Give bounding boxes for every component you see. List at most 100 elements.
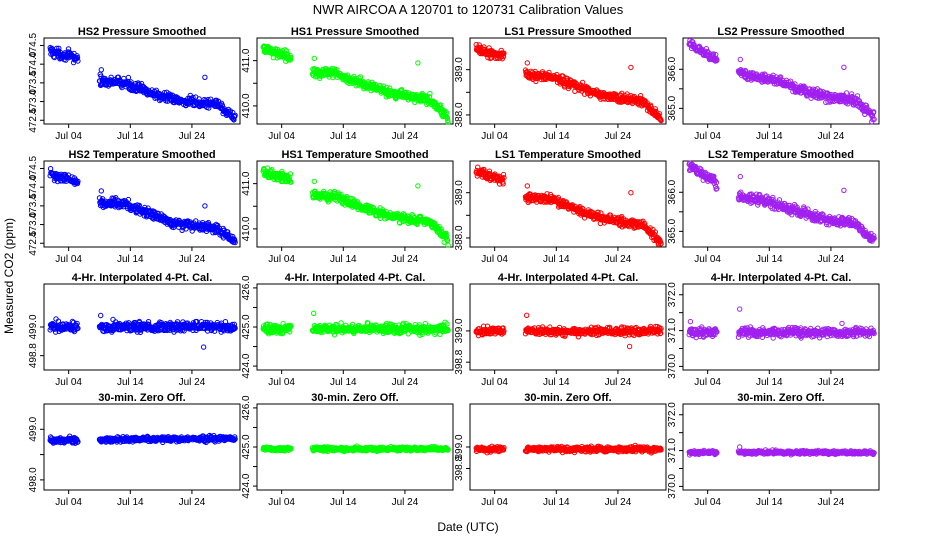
panel-title: 4-Hr. Interpolated 4-Pt. Cal. — [285, 272, 426, 284]
data-point — [286, 176, 292, 183]
data-point — [501, 50, 507, 56]
y-tick-label: 498.8 — [28, 343, 39, 368]
y-tick-label: 472.5 — [28, 107, 39, 132]
data-point — [357, 74, 364, 80]
y-tick-label: 474.0 — [28, 51, 39, 76]
data-point — [500, 171, 507, 178]
y-tick-label: 388.0 — [454, 102, 465, 127]
x-tick-label: Jul 04 — [268, 254, 295, 265]
y-tick-label: 365.0 — [667, 218, 678, 243]
data-point — [714, 185, 720, 192]
panel-title: LS2 Temperature Smoothed — [708, 149, 854, 161]
panel-title: LS2 Pressure Smoothed — [717, 26, 844, 38]
outlier-point — [524, 60, 530, 66]
x-tick-label: Jul 24 — [818, 377, 845, 388]
data-point — [287, 57, 294, 63]
y-tick-label: 370.0 — [667, 353, 678, 378]
y-tick-label: 389.0 — [454, 180, 465, 205]
data-point — [863, 102, 869, 109]
outlier-point — [98, 188, 105, 194]
x-tick-label: Jul 04 — [481, 254, 508, 265]
plot-frame — [469, 37, 667, 125]
x-tick-label: Jul 04 — [268, 377, 295, 388]
data-point — [225, 229, 231, 235]
data-point — [473, 41, 479, 48]
data-points — [260, 43, 451, 125]
data-point — [338, 320, 344, 326]
data-point — [288, 179, 294, 185]
x-axis-label: Date (UTC) — [437, 520, 498, 534]
y-tick-label: 424.0 — [241, 353, 252, 378]
data-point — [442, 108, 448, 114]
outlier-point — [841, 187, 847, 194]
data-point — [481, 44, 487, 50]
x-tick-label: Jul 14 — [117, 377, 144, 388]
x-tick-label: Jul 14 — [117, 254, 144, 265]
y-tick-label: 371.0 — [667, 318, 678, 343]
plot-frame — [43, 160, 241, 248]
outlier-point — [626, 343, 633, 350]
figure-title: NWR AIRCOA A 120701 to 120731 Calibratio… — [313, 2, 624, 17]
plot-frame — [682, 283, 880, 371]
x-tick-label: Jul 14 — [756, 254, 783, 265]
data-point — [443, 233, 450, 239]
data-point — [742, 67, 749, 74]
x-tick-label: Jul 14 — [330, 131, 357, 142]
data-points — [47, 44, 238, 123]
data-point — [183, 226, 189, 232]
data-point — [287, 171, 294, 177]
data-point — [334, 67, 340, 73]
data-point — [486, 45, 492, 51]
y-tick-label: 365.0 — [667, 95, 678, 120]
x-tick-label: Jul 04 — [268, 131, 295, 142]
plot-frame — [43, 37, 241, 125]
x-tick-label: Jul 24 — [179, 254, 206, 265]
outlier-point — [200, 344, 207, 350]
data-point — [486, 168, 493, 174]
panel-title: HS2 Temperature Smoothed — [68, 149, 215, 161]
panel-title: 4-Hr. Interpolated 4-Pt. Cal. — [498, 272, 639, 284]
y-tick-label: 473.0 — [28, 89, 39, 114]
data-points — [686, 306, 877, 341]
y-tick-label: 473.0 — [28, 212, 39, 237]
data-point — [642, 220, 648, 227]
data-point — [714, 57, 720, 63]
y-tick-label: 366.0 — [667, 179, 678, 204]
data-point — [658, 240, 664, 247]
data-point — [75, 178, 81, 185]
plot-frame — [256, 37, 454, 125]
data-point — [445, 119, 451, 125]
y-axis-label: Measured CO2 (ppm) — [2, 218, 16, 334]
outlier-point — [311, 310, 317, 316]
data-points — [473, 312, 664, 350]
data-point — [580, 206, 586, 212]
outlier-point — [311, 178, 317, 185]
data-point — [113, 195, 119, 201]
data-point — [871, 109, 877, 115]
x-tick-label: Jul 24 — [179, 377, 206, 388]
x-tick-label: Jul 14 — [756, 377, 783, 388]
y-tick-label: 388.0 — [454, 225, 465, 250]
data-point — [713, 51, 719, 58]
data-point — [500, 181, 506, 187]
data-point — [125, 74, 132, 81]
outlier-point — [737, 173, 743, 180]
data-point — [652, 229, 658, 235]
panel-title: LS1 Pressure Smoothed — [504, 26, 631, 38]
outlier-point — [524, 312, 530, 318]
x-tick-label: Jul 14 — [756, 131, 783, 142]
data-point — [546, 69, 552, 76]
data-point — [648, 104, 654, 110]
data-point — [501, 175, 507, 181]
outlier-point — [415, 60, 421, 66]
plot-frame — [469, 160, 667, 248]
data-point — [232, 112, 238, 119]
data-point — [75, 58, 81, 64]
data-points — [473, 41, 664, 124]
panel-2-3: 4-Hr. Interpolated 4-Pt. Cal.370.0371.03… — [667, 272, 880, 388]
data-point — [190, 94, 196, 101]
outlier-point — [841, 64, 847, 71]
